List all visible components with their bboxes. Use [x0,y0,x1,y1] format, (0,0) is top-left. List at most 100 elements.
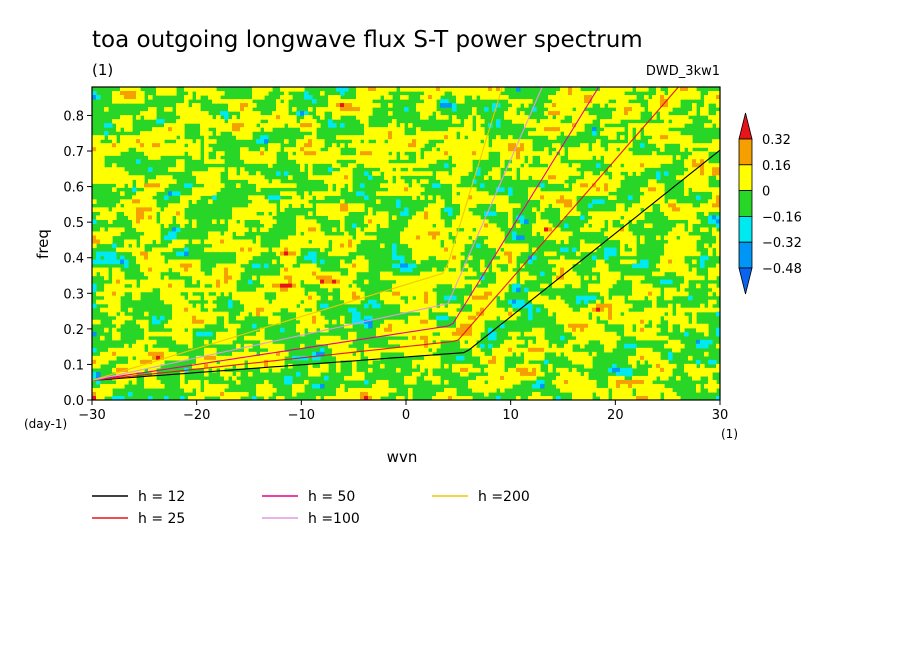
heatmap-cell [240,107,245,112]
heatmap-cell [184,263,189,269]
heatmap-cell [616,159,621,164]
heatmap-cell [416,143,421,148]
heatmap-cell [604,307,609,313]
heatmap-cell [176,163,181,168]
heatmap-cell [408,287,413,293]
heatmap-cell [388,175,393,180]
heatmap-cell [544,147,549,152]
heatmap-cell [436,271,441,277]
heatmap-cell [460,243,465,249]
heatmap-cell [252,159,257,164]
heatmap-cell [696,167,701,172]
heatmap-cell [312,191,317,196]
heatmap-cell [244,247,249,253]
heatmap-cell [512,251,517,257]
heatmap-cell [668,135,673,140]
heatmap-cell [348,295,353,301]
heatmap-cell [504,259,509,265]
heatmap-cell [500,163,505,168]
heatmap-cell [248,211,253,217]
heatmap-cell [636,135,641,140]
heatmap-cell [224,235,229,241]
heatmap-cell [680,255,685,261]
heatmap-cell [216,171,221,176]
heatmap-cell [396,171,401,176]
heatmap-cell [204,159,209,164]
heatmap-cell [564,207,569,212]
heatmap-cell [336,215,341,221]
heatmap-cell [492,239,497,245]
heatmap-cell [704,167,709,172]
heatmap-cell [108,259,113,265]
heatmap-cell [132,207,137,212]
heatmap-cell [208,131,213,136]
heatmap-cell [468,91,473,96]
heatmap-cell [152,139,157,144]
heatmap-cell [92,231,97,237]
heatmap-cell [300,119,305,124]
heatmap-cell [600,303,605,309]
heatmap-cell [644,259,649,265]
heatmap-cell [144,311,149,317]
heatmap-cell [508,187,513,192]
heatmap-cell [656,163,661,168]
heatmap-cell [648,287,653,293]
heatmap-cell [180,319,185,325]
heatmap-cell [136,227,141,233]
heatmap-cell [236,223,241,229]
heatmap-cell [524,287,529,293]
heatmap-cell [308,223,313,229]
heatmap-cell [520,151,525,156]
heatmap-cell [280,283,285,289]
heatmap-cell [616,307,621,313]
heatmap-cell [332,111,337,116]
heatmap-cell [512,163,517,168]
heatmap-cell [352,299,357,305]
heatmap-cell [512,139,517,144]
heatmap-cell [380,87,385,92]
heatmap-cell [412,251,417,257]
heatmap-cell [164,127,169,132]
heatmap-cell [120,255,125,261]
heatmap-cell [384,95,389,100]
heatmap-cell [468,223,473,229]
heatmap-cell [504,271,509,277]
heatmap-cell [352,319,357,325]
heatmap-cell [628,327,633,333]
heatmap-cell [112,319,117,325]
heatmap-cell [144,231,149,237]
heatmap-cell [652,303,657,309]
heatmap-cell [472,303,477,309]
heatmap-cell [496,287,501,293]
heatmap-cell [308,135,313,140]
heatmap-cell [144,115,149,120]
heatmap-cell [588,307,593,313]
heatmap-cell [240,267,245,273]
heatmap-cell [128,119,133,124]
heatmap-cell [304,303,309,309]
heatmap-cell [592,183,597,188]
heatmap-cell [400,287,405,293]
heatmap-cell [460,323,465,329]
heatmap-cell [404,275,409,281]
heatmap-cell [620,103,625,108]
heatmap-cell [584,95,589,100]
heatmap-cell [248,103,253,108]
heatmap-cell [196,315,201,321]
heatmap-cell [660,147,665,152]
heatmap-cell [140,323,145,329]
heatmap-cell [276,99,281,104]
heatmap-cell [376,327,381,333]
heatmap-cell [336,115,341,120]
heatmap-cell [116,123,121,128]
heatmap-cell [400,307,405,313]
heatmap-cell [316,315,321,321]
heatmap-cell [100,231,105,237]
heatmap-cell [716,143,720,148]
heatmap-cell [612,271,617,277]
heatmap-cell [300,143,305,148]
heatmap-cell [488,295,493,301]
heatmap-cell [204,303,209,309]
heatmap-cell [664,247,669,253]
heatmap-cell [168,279,173,285]
